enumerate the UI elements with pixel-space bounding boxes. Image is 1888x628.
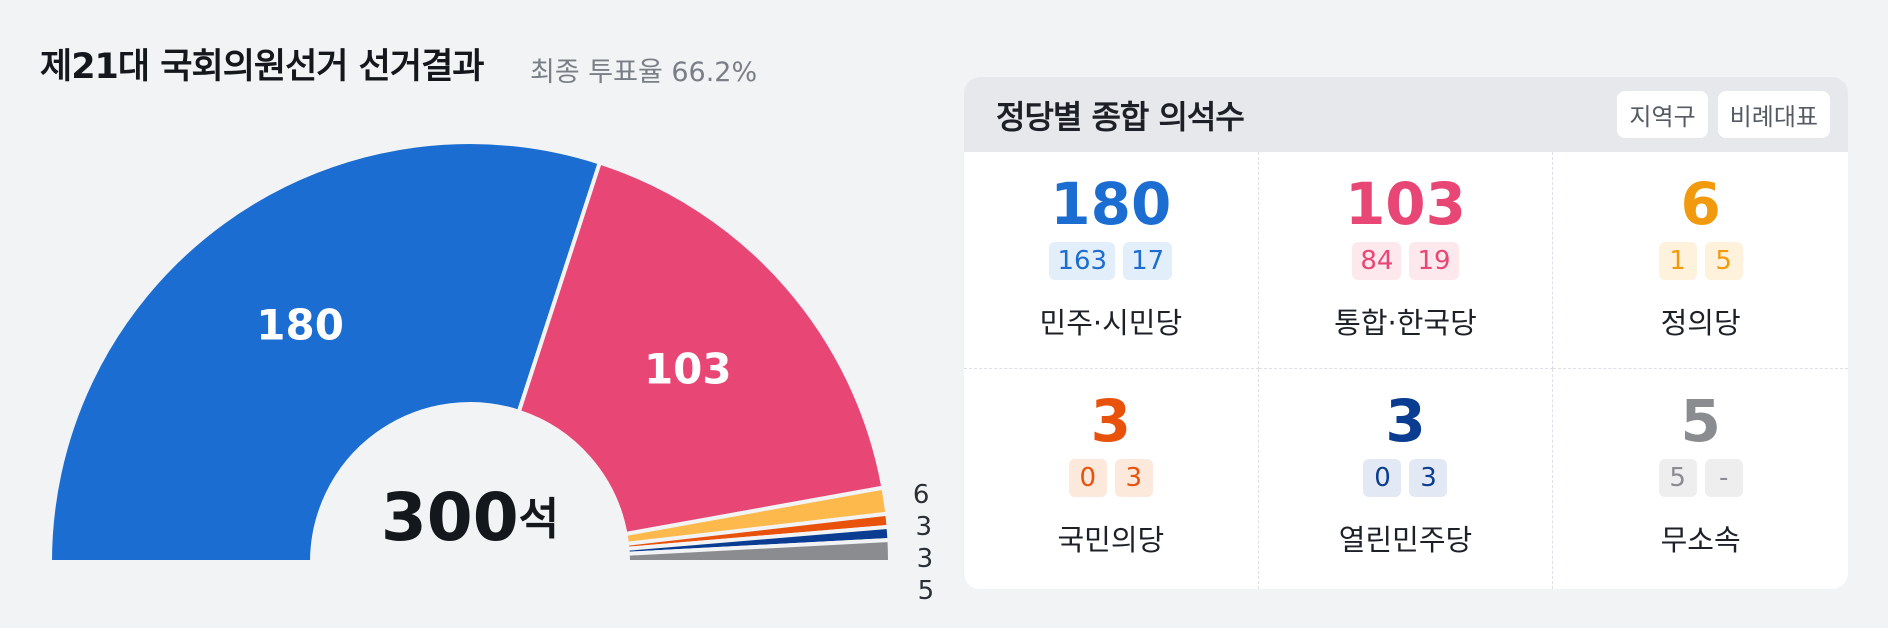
district-seats: 1 [1658,242,1697,280]
sector-label: 5 [918,576,935,606]
party-cell: 6 1 5 정의당 [1553,152,1848,369]
sector-label: 180 [256,301,344,350]
party-total: 3 [1090,387,1131,455]
district-seats: 0 [1068,459,1107,497]
district-seats: 0 [1363,459,1402,497]
party-name: 민주·시민당 [1039,306,1183,340]
seat-panel: 정당별 종합 의석수 지역구 비례대표 180 163 17 민주·시민당 103 84 1… [964,77,1848,589]
seat-sector [516,160,886,537]
party-name: 무소속 [1660,523,1741,557]
party-name: 정의당 [1660,306,1741,340]
tab[interactable]: 비례대표 [1717,91,1830,138]
party-grid: 180 163 17 민주·시민당 103 84 19 통합·한국당 6 1 5 정의당 3 0 3 국민의당… [964,152,1848,589]
proportional-seats: 19 [1409,242,1459,280]
party-name: 열린민주당 [1338,523,1473,557]
seat-sector [48,140,602,564]
proportional-seats: 3 [1409,459,1448,497]
proportional-seats: - [1704,459,1743,497]
district-seats: 84 [1352,242,1402,280]
tab[interactable]: 지역구 [1617,91,1708,138]
party-cell: 180 163 17 민주·시민당 [964,152,1259,369]
total-label: 300석 [381,479,559,556]
seat-sector [625,538,892,564]
page-title: 제21대 국회의원선거 선거결과 [40,47,484,87]
sector-label: 6 [913,480,930,510]
party-name: 통합·한국당 [1334,306,1477,340]
seat-breakdown: 5- [1658,459,1743,497]
party-cell: 5 5- 무소속 [1553,369,1848,589]
party-total: 6 [1680,170,1721,238]
party-cell: 103 84 19 통합·한국당 [1258,152,1554,369]
party-cell: 3 0 3 국민의당 [964,369,1259,589]
proportional-seats: 3 [1114,459,1153,497]
panel-header: 정당별 종합 의석수 지역구 비례대표 [964,77,1848,152]
party-total: 5 [1680,387,1721,455]
seat-breakdown: 163 17 [1049,242,1173,280]
party-total: 180 [1050,170,1172,238]
sector-label: 3 [915,512,932,542]
total-unit: 석 [519,494,559,545]
party-name: 국민의당 [1057,523,1165,557]
proportional-seats: 17 [1123,242,1173,280]
sector-label: 3 [917,544,934,574]
panel-title: 정당별 종합 의석수 [996,97,1245,136]
district-seats: 5 [1658,459,1697,497]
party-cell: 3 0 3 열린민주당 [1259,369,1554,589]
proportional-seats: 5 [1704,242,1743,280]
seat-breakdown: 84 19 [1352,242,1459,280]
party-total: 103 [1344,170,1467,238]
total: 300 [381,479,519,556]
district-seats: 163 [1049,242,1116,280]
sector-label: 103 [644,345,732,394]
turnout: 최종 투표율 66.2% [530,57,758,88]
party-total: 3 [1385,387,1426,455]
